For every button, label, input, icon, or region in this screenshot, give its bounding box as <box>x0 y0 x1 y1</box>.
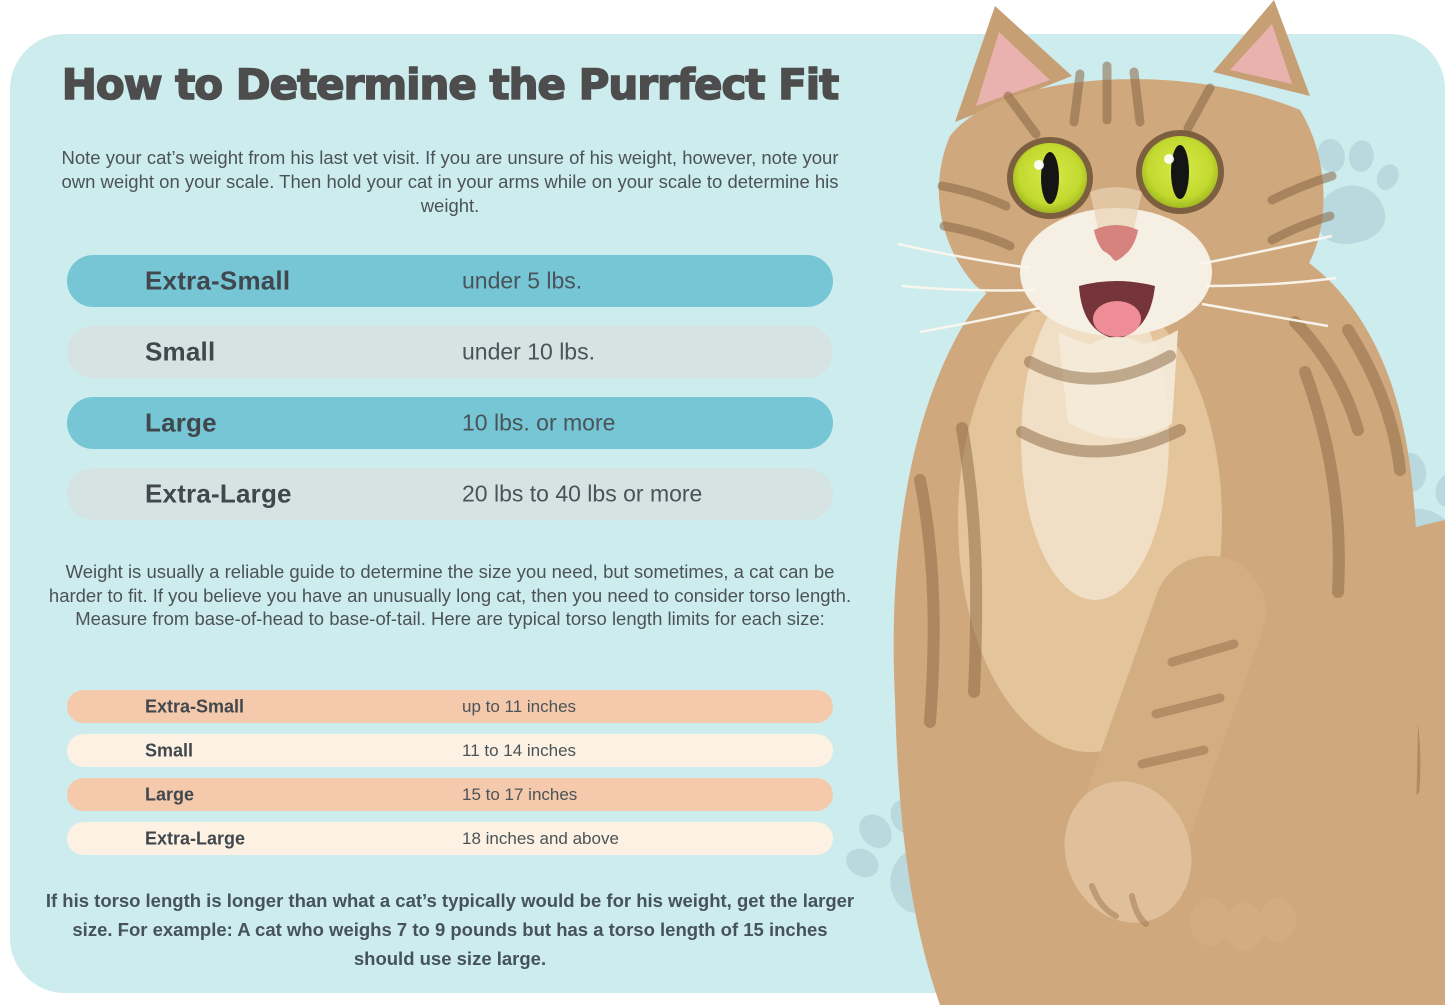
torso-size-table: Extra-Small up to 11 inches Small 11 to … <box>67 690 833 866</box>
size-label: Large <box>145 784 195 804</box>
size-label: Extra-Small <box>145 696 245 716</box>
intro-paragraph: Note your cat’s weight from his last vet… <box>61 147 839 216</box>
weight-size-table: Extra-Small under 5 lbs. Small under 10 … <box>67 255 833 539</box>
size-value: 15 to 17 inches <box>462 784 578 804</box>
torso-paragraph: Weight is usually a reliable guide to de… <box>48 561 852 629</box>
content-column: How to Determine the Purrfect Fit Note y… <box>30 0 870 1005</box>
size-value: 18 inches and above <box>462 828 619 848</box>
size-value: 20 lbs to 40 lbs or more <box>462 480 703 507</box>
size-value: 11 to 14 inches <box>462 740 577 760</box>
cat-photo <box>893 0 1445 1005</box>
size-label: Small <box>145 740 194 760</box>
page-title: How to Determine the Purrfect Fit <box>61 59 840 110</box>
size-value: under 10 lbs. <box>462 338 595 365</box>
table-row: Large 10 lbs. or more <box>67 397 833 449</box>
size-label: Extra-Small <box>145 265 291 296</box>
size-label: Small <box>145 336 216 367</box>
table-row: Extra-Large 20 lbs to 40 lbs or more <box>67 468 833 520</box>
size-value: up to 11 inches <box>462 696 577 716</box>
size-label: Large <box>145 407 217 438</box>
table-row: Extra-Large 18 inches and above <box>67 822 833 855</box>
table-row: Large 15 to 17 inches <box>67 778 833 811</box>
size-label: Extra-Large <box>145 828 246 848</box>
table-row: Small 11 to 14 inches <box>67 734 833 767</box>
footer-note: If his torso length is longer than what … <box>45 890 855 969</box>
size-label: Extra-Large <box>145 478 292 509</box>
size-value: under 5 lbs. <box>462 267 583 294</box>
table-row: Small under 10 lbs. <box>67 326 833 378</box>
table-row: Extra-Small up to 11 inches <box>67 690 833 723</box>
table-row: Extra-Small under 5 lbs. <box>67 255 833 307</box>
size-value: 10 lbs. or more <box>462 409 616 436</box>
